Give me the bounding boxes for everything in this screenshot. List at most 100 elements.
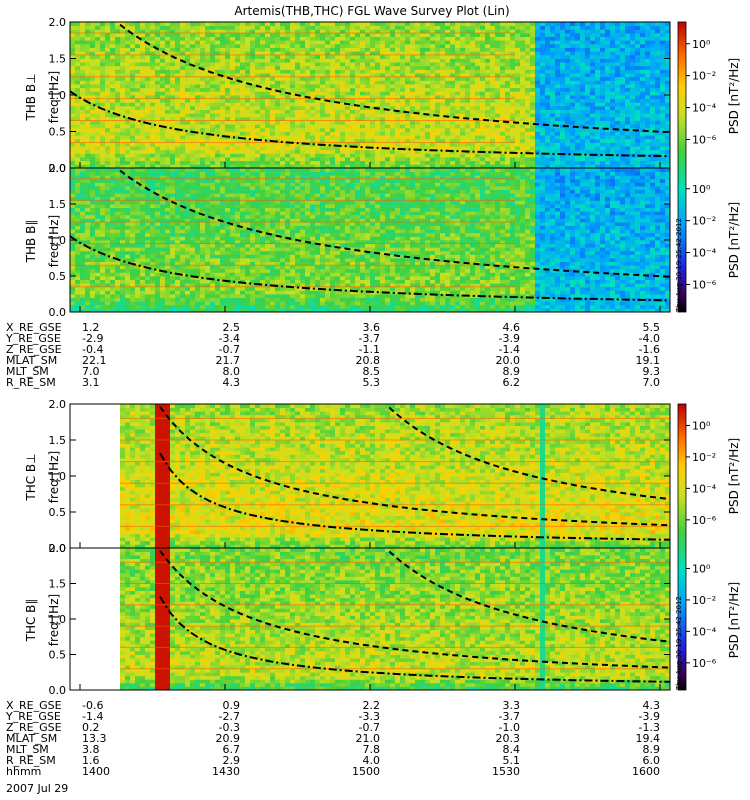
spectrogram-cell [455, 91, 460, 95]
spectrogram-cell [605, 51, 610, 55]
spectrogram-cell [575, 69, 580, 73]
spectrogram-cell [540, 26, 545, 30]
spectrogram-cell [290, 153, 295, 157]
spectrogram-cell [535, 48, 540, 52]
spectrogram-cell [390, 142, 395, 146]
spectrogram-cell [625, 44, 630, 48]
spectrogram-cell [425, 80, 430, 84]
spectrogram-cell [530, 77, 535, 81]
spectrogram-cell [70, 229, 75, 233]
spectrogram-cell [605, 161, 610, 165]
spectrogram-cell [520, 33, 525, 37]
spectrogram-cell [485, 161, 490, 165]
spectrogram-cell [280, 40, 285, 44]
spectrogram-cell [215, 161, 220, 165]
spectrogram-cell [275, 22, 280, 26]
spectrogram-cell [160, 132, 165, 136]
spectrogram-cell [595, 113, 600, 117]
spectrogram-cell [385, 99, 390, 103]
spectrogram-cell [340, 106, 345, 110]
spectrogram-cell [530, 44, 535, 48]
spectrogram-cell [330, 121, 335, 125]
spectrogram-cell [440, 88, 445, 92]
spectrogram-cell [570, 55, 575, 59]
spectrogram-cell [90, 128, 95, 132]
spectrogram-cell [85, 121, 90, 125]
spectrogram-cell [495, 48, 500, 52]
spectrogram-cell [555, 51, 560, 55]
spectrogram-cell [585, 33, 590, 37]
spectrogram-cell [595, 121, 600, 125]
spectrogram-cell [80, 88, 85, 92]
spectrogram-cell [90, 305, 95, 309]
spectrogram-cell [275, 26, 280, 30]
spectrogram-cell [410, 80, 415, 84]
spectrogram-cell [595, 73, 600, 77]
spectrogram-cell [310, 121, 315, 125]
spectrogram-cell [215, 26, 220, 30]
spectrogram-cell [100, 99, 105, 103]
spectrogram-cell [330, 33, 335, 37]
spectrogram-cell [160, 62, 165, 66]
spectrogram-cell [630, 95, 635, 99]
spectrogram-cell [90, 99, 95, 103]
spectrogram-cell [135, 84, 140, 88]
spectrogram-cell [400, 26, 405, 30]
spectrogram-cell [480, 33, 485, 37]
spectrogram-cell [90, 44, 95, 48]
spectrogram-cell [510, 135, 515, 139]
spectrogram-cell [95, 121, 100, 125]
spectrogram-cell [285, 124, 290, 128]
spectrogram-cell [325, 55, 330, 59]
spectrogram-cell [230, 161, 235, 165]
spectrogram-cell [595, 99, 600, 103]
spectrogram-cell [350, 44, 355, 48]
spectrogram-cell [340, 150, 345, 154]
spectrogram-cell [510, 128, 515, 132]
spectrogram-cell [660, 157, 665, 161]
spectrogram-cell [585, 59, 590, 63]
spectrogram-cell [195, 110, 200, 114]
spectrogram-cell [125, 26, 130, 30]
spectrogram-cell [595, 150, 600, 154]
spectrogram-cell [445, 121, 450, 125]
spectrogram-cell [175, 157, 180, 161]
spectrogram-cell [130, 135, 135, 139]
spectrogram-cell [340, 132, 345, 136]
spectrogram-cell [390, 124, 395, 128]
spectrogram-cell [655, 102, 660, 106]
spectrogram-cell [115, 121, 120, 125]
spectrogram-cell [360, 62, 365, 66]
spectrogram-cell [220, 110, 225, 114]
spectrogram-cell [265, 113, 270, 117]
spectrogram-cell [570, 113, 575, 117]
spectrogram-cell [170, 69, 175, 73]
spectrogram-cell [80, 91, 85, 95]
spectrogram-cell [625, 40, 630, 44]
spectrogram-cell [655, 124, 660, 128]
spectrogram-cell [85, 172, 90, 176]
spectrogram-cell [185, 150, 190, 154]
spectrogram-cell [305, 121, 310, 125]
spectrogram-cell [290, 26, 295, 30]
spectrogram-cell [290, 161, 295, 165]
spectrogram-cell [70, 157, 75, 161]
spectrogram-cell [390, 91, 395, 95]
spectrogram-cell [345, 135, 350, 139]
spectrogram-cell [605, 44, 610, 48]
spectrogram-cell [300, 44, 305, 48]
spectrogram-cell [560, 73, 565, 77]
spectrogram-cell [620, 88, 625, 92]
spectrogram-cell [620, 161, 625, 165]
spectrogram-cell [290, 132, 295, 136]
spectrogram-cell [430, 84, 435, 88]
spectrogram-cell [345, 48, 350, 52]
spectrogram-cell [245, 153, 250, 157]
spectrogram-cell [195, 161, 200, 165]
spectrogram-cell [265, 33, 270, 37]
spectrogram-cell [420, 66, 425, 70]
spectrogram-cell [190, 124, 195, 128]
spectrogram-cell [610, 44, 615, 48]
spectrogram-cell [400, 69, 405, 73]
spectrogram-cell [565, 102, 570, 106]
